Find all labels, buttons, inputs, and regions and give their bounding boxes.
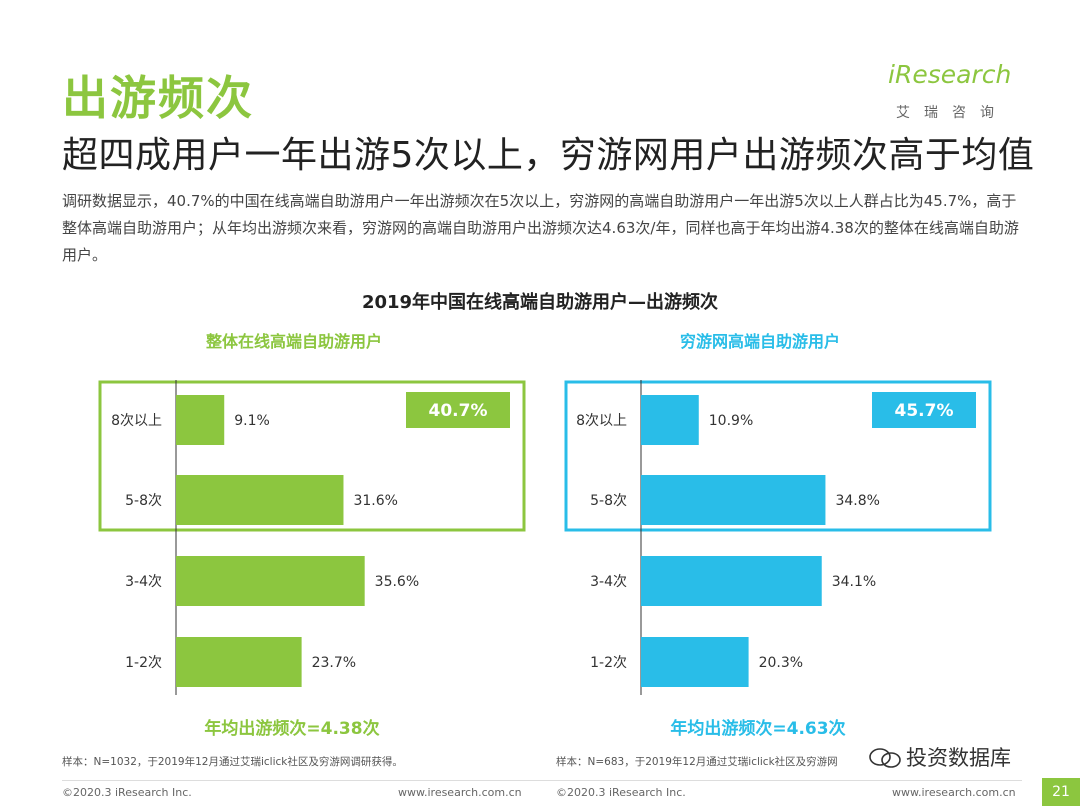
category-label: 3-4次 [590,574,627,590]
intro-paragraph: 调研数据显示，40.7%的中国在线高端自助游用户一年出游频次在5次以上，穷游网的… [62,192,1019,264]
bar [176,637,302,687]
highlight-frame [564,380,992,532]
value-label: 34.8% [835,493,879,509]
category-label: 1-2次 [125,655,162,671]
bar [641,395,699,445]
logo-text: iResearch [888,60,1012,89]
page-number: 21 [1042,778,1080,806]
category-label: 3-4次 [125,574,162,590]
value-label: 31.6% [353,493,397,509]
site-link-right[interactable]: www.iresearch.com.cn [892,786,1016,799]
copyright-right: ©2020.3 iResearch Inc. [556,786,686,799]
page-subtitle: 超四成用户一年出游5次以上，穷游网用户出游频次高于均值 [62,135,1035,176]
footnote-right: 样本：N=683，于2019年12月通过艾瑞iclick社区及穷游网 [556,756,838,768]
highlight-value: 40.7% [429,401,488,421]
category-label: 5-8次 [590,493,627,509]
highlight-value: 45.7% [895,401,954,421]
bar [641,556,822,606]
highlight-badge [406,392,510,428]
value-label: 9.1% [234,413,270,429]
category-label: 1-2次 [590,655,627,671]
category-label: 5-8次 [125,493,162,509]
category-label: 8次以上 [111,413,162,429]
copyright-left: ©2020.3 iResearch Inc. [62,786,192,799]
bar [176,475,344,525]
bar [176,556,365,606]
bar [641,637,749,687]
value-label: 34.1% [832,574,876,590]
panel-title: 整体在线高端自助游用户 [205,332,382,351]
iresearch-logo: iResearch 艾瑞咨询 [888,60,1028,124]
highlight-frame [98,380,526,532]
value-label: 35.6% [375,574,419,590]
value-label: 23.7% [312,655,356,671]
bar [176,395,225,445]
average-frequency: 年均出游频次=4.38次 [204,718,379,739]
logo-subtext: 艾瑞咨询 [896,105,1008,121]
footer-divider [62,780,1022,781]
highlight-badge [872,392,976,428]
footnote-left: 样本：N=1032，于2019年12月通过艾瑞iclick社区及穷游网调研获得。 [62,756,403,768]
chart-title: 2019年中国在线高端自助游用户—出游频次 [361,292,719,313]
panel-title: 穷游网高端自助游用户 [680,332,840,351]
average-frequency: 年均出游频次=4.63次 [670,718,845,739]
value-label: 20.3% [759,655,803,671]
watermark-text: 投资数据库 [906,746,1011,770]
watermark: 投资数据库 [868,742,1011,772]
site-link-left[interactable]: www.iresearch.com.cn [398,786,522,799]
value-label: 10.9% [709,413,753,429]
page-title: 出游频次 [62,71,254,125]
charts-area: 整体在线高端自助游用户 8次以上 9.1% 5-8次 31.6% 3-4次 35.6% 1-2… [98,332,992,739]
wechat-icon [869,748,901,768]
bar [641,475,826,525]
category-label: 8次以上 [576,413,627,429]
